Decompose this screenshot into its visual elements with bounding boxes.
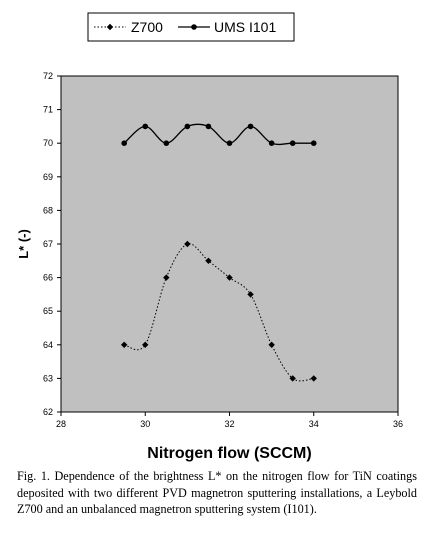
- data-point-z700: [184, 240, 191, 248]
- x-tick-label: 34: [309, 419, 319, 429]
- data-point-z700: [142, 341, 149, 348]
- y-tick-label: 63: [43, 373, 53, 383]
- data-point-z700: [120, 341, 128, 348]
- data-point-z700: [268, 341, 275, 348]
- y-tick-label: 72: [43, 71, 53, 81]
- series-line-ums-i101: [123, 123, 314, 146]
- series-z700: [120, 240, 317, 382]
- legend-label-ums-i101: UMS I101: [214, 19, 276, 35]
- data-point-z700: [205, 257, 212, 264]
- y-tick-label: 64: [43, 340, 53, 350]
- x-tick-label: 28: [56, 419, 66, 429]
- y-tick-label: 68: [43, 205, 53, 215]
- figure-caption: Fig. 1. Dependence of the brightness L* …: [17, 469, 417, 516]
- x-tick-label: 32: [224, 419, 234, 429]
- x-tick-label: 30: [140, 419, 150, 429]
- y-axis-title: L* (-): [16, 229, 31, 259]
- x-axis-title: Nitrogen flow (SCCM): [147, 445, 311, 462]
- y-tick-label: 65: [43, 306, 53, 316]
- data-point-ums-i101: [226, 140, 233, 146]
- data-point-ums-i101: [163, 140, 170, 146]
- data-point-ums-i101: [142, 123, 149, 130]
- data-point-ums-i101: [247, 123, 254, 130]
- legend-label-z700: Z700: [131, 19, 163, 35]
- y-tick-label: 66: [43, 273, 53, 283]
- legend: Z700 UMS I101: [87, 12, 295, 42]
- legend-marker-ums-i101: [191, 24, 197, 30]
- data-point-ums-i101: [184, 123, 191, 130]
- data-point-ums-i101: [310, 140, 317, 146]
- y-tick-label: 69: [43, 172, 53, 182]
- y-tick-label: 62: [43, 407, 53, 417]
- data-point-z700: [247, 291, 254, 298]
- data-point-ums-i101: [121, 140, 127, 146]
- data-point-z700: [163, 274, 170, 281]
- data-point-ums-i101: [268, 140, 275, 146]
- series-ums-i101: [121, 123, 317, 146]
- x-tick-label: 36: [393, 419, 403, 429]
- data-point-ums-i101: [289, 140, 296, 146]
- plot-area: [60, 75, 399, 413]
- y-tick-label: 67: [43, 239, 53, 249]
- chart: 62 63 64 65 66 67 68 69 70 71 72 28 30 32 34 36 Nitrogen…: [16, 12, 403, 462]
- y-tick-label: 70: [43, 138, 53, 148]
- data-point-ums-i101: [205, 123, 212, 130]
- data-point-z700: [310, 375, 317, 382]
- data-point-z700: [226, 274, 233, 281]
- y-tick-label: 71: [43, 105, 53, 115]
- data-point-z700: [289, 375, 296, 382]
- legend-marker-z700: [106, 23, 114, 31]
